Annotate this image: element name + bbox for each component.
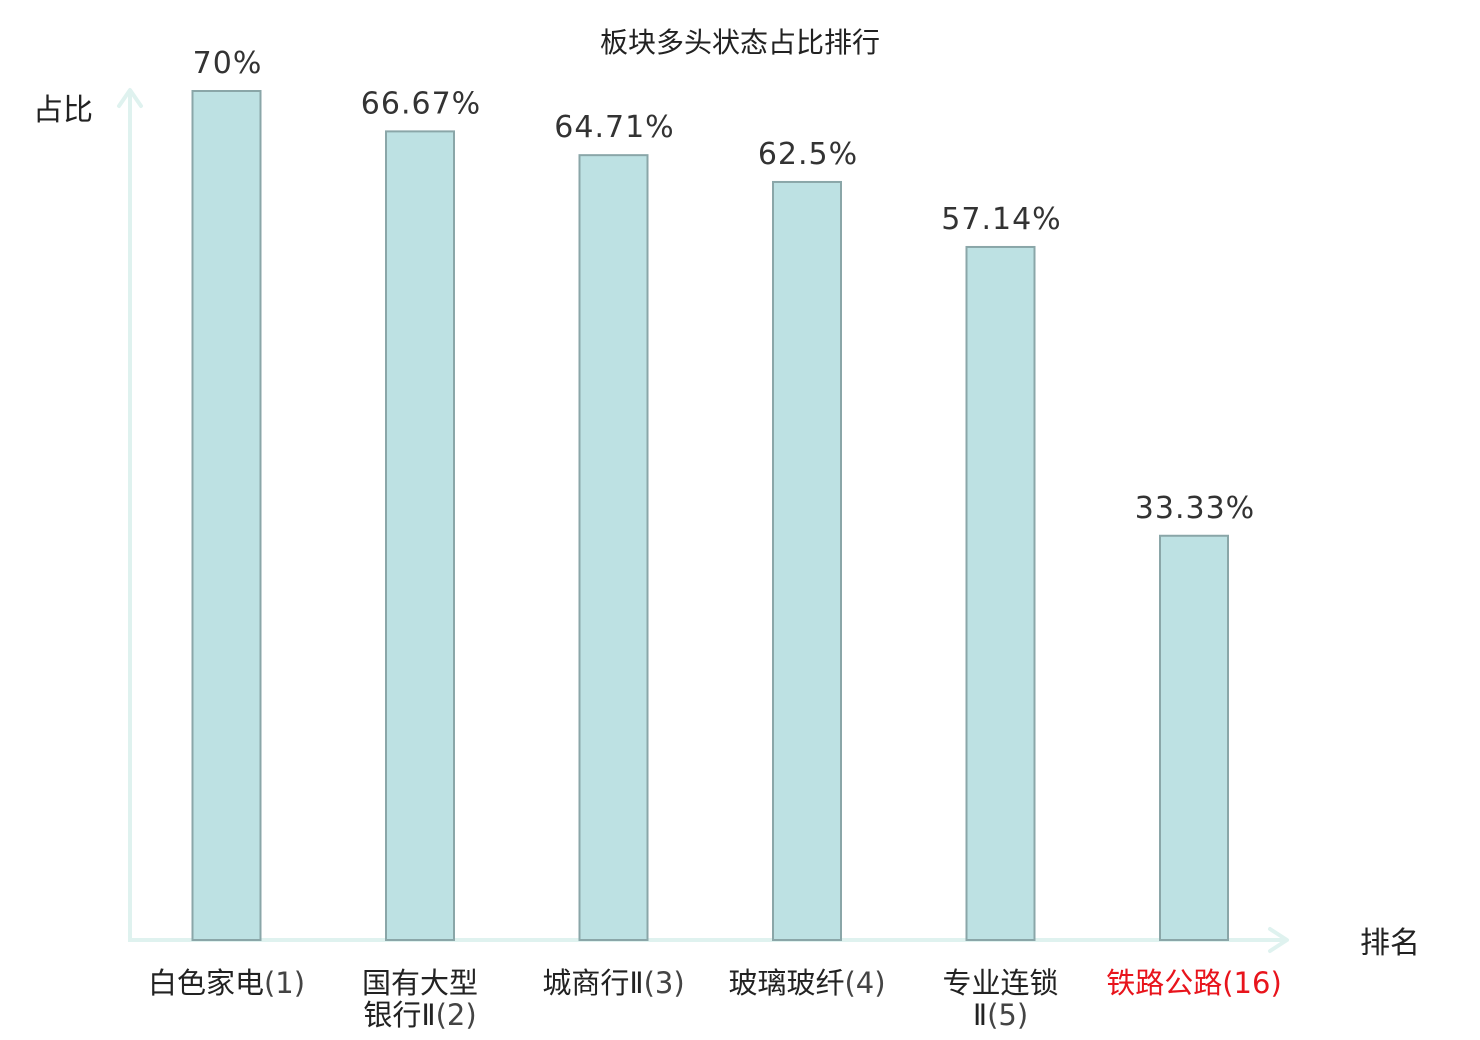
bar-value-label: 57.14%: [941, 202, 1061, 237]
x-tick-label: 专业连锁: [942, 966, 1058, 1000]
x-tick-name: 国有大型: [362, 966, 478, 1000]
bar: [191, 90, 262, 941]
x-tick-rank: (4): [844, 966, 885, 1000]
x-tick-rank: (16): [1222, 966, 1282, 1000]
x-tick-rank: (3): [644, 966, 685, 1000]
x-tick-label: 银行Ⅱ(2): [363, 998, 476, 1032]
x-tick-label: 城商行Ⅱ(3): [542, 966, 684, 1000]
x-tick-label: 铁路公路(16): [1106, 966, 1282, 1000]
bar-value-label: 33.33%: [1135, 491, 1255, 526]
x-tick-name: 专业连锁: [942, 966, 1058, 1000]
x-tick-name: 玻璃玻纤: [728, 966, 844, 1000]
bar-value-label: 62.5%: [758, 137, 858, 172]
bar-series: [191, 90, 1229, 942]
x-tick-label: Ⅱ(5): [973, 998, 1028, 1032]
x-tick-name: 银行Ⅱ: [363, 998, 435, 1032]
bar: [578, 154, 649, 941]
x-tick-rank: (1): [264, 966, 305, 1000]
x-tick-label: 玻璃玻纤(4): [728, 966, 885, 1000]
x-tick-name: 铁路公路: [1106, 966, 1222, 1000]
x-tick-rank: (2): [436, 998, 477, 1032]
x-tick-label: 国有大型: [362, 966, 478, 1000]
y-axis-arrow: [117, 88, 143, 108]
x-tick-label: 白色家电(1): [148, 966, 305, 1000]
bar: [772, 180, 842, 941]
value-labels: 70% 66.67% 64.71% 62.5% 57.14% 33.33%: [193, 46, 1255, 526]
x-tick-name: Ⅱ: [973, 998, 987, 1032]
x-axis-arrow: [1268, 927, 1289, 953]
chart-title: 板块多头状态占比排行: [600, 26, 880, 59]
x-tick-name: 白色家电: [148, 966, 264, 1000]
bar-value-label: 64.71%: [554, 110, 674, 145]
bar: [1159, 534, 1229, 941]
bar: [385, 130, 455, 942]
y-axis-label: 占比: [33, 93, 93, 128]
bar-value-label: 66.67%: [361, 86, 481, 121]
bar-value-label: 70%: [193, 46, 263, 81]
x-tick-name: 城商行Ⅱ: [542, 966, 643, 1000]
bar: [965, 245, 1036, 941]
x-tick-rank: (5): [987, 998, 1028, 1032]
x-axis-label: 排名: [1360, 926, 1420, 961]
